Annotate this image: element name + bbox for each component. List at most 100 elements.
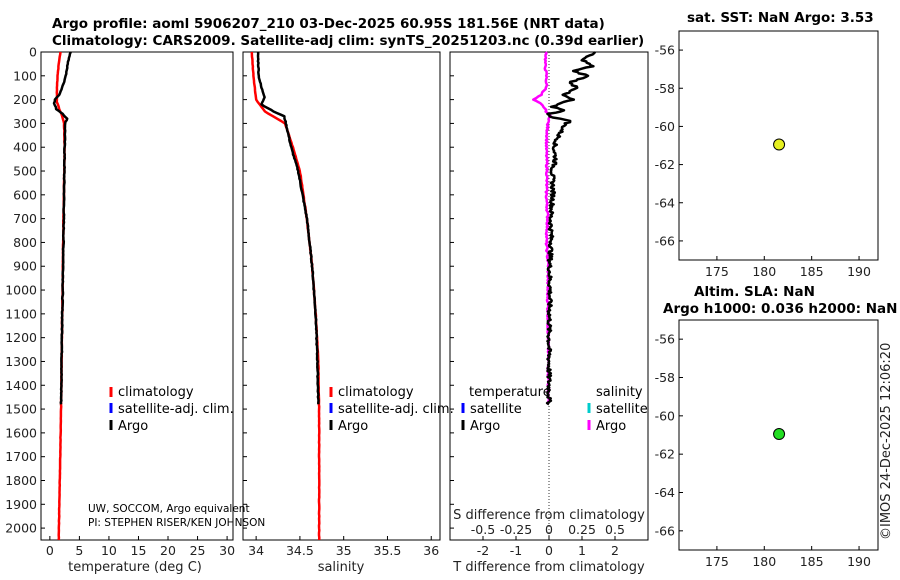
y-tick-label: 1200 xyxy=(5,330,37,345)
title-line-2: Climatology: CARS2009. Satellite-adj cli… xyxy=(52,33,644,49)
axes-frame xyxy=(242,51,441,541)
map-y-tick-label: -64 xyxy=(655,195,675,210)
s-diff-top-label: S difference from climatology xyxy=(453,508,645,523)
map-x-tick-label: 190 xyxy=(847,264,871,279)
x-tick-label: 35 xyxy=(336,543,352,558)
sst-map-title: sat. SST: NaN Argo: 3.53 xyxy=(687,10,874,26)
map-y-tick-label: -62 xyxy=(655,447,675,462)
y-tick-label: 1600 xyxy=(5,425,37,440)
temperature-legend: climatology satellite-adj. clim. Argo xyxy=(109,385,234,434)
axes-frame xyxy=(40,51,234,541)
x-tick-label: 34.5 xyxy=(286,543,314,558)
map-y-tick-label: -66 xyxy=(655,233,675,248)
s-tick-label: 0.5 xyxy=(605,522,625,537)
sla-map-title-2: Argo h1000: 0.036 h2000: NaN xyxy=(663,301,897,317)
series-argo xyxy=(256,51,320,405)
map-y-tick-label: -64 xyxy=(655,485,675,500)
title-line-1: Argo profile: aoml 5906207_210 03-Dec-20… xyxy=(52,16,605,32)
legend-satellite: satellite-adj. clim. xyxy=(338,402,454,417)
s-tick-label: -0.25 xyxy=(500,522,532,537)
x-tick-label: 5 xyxy=(75,543,83,558)
x-tick-label: -2 xyxy=(477,543,489,558)
sst-map-panel: 175 180 185 190 -56 -58 -60 -62 -64 -66 xyxy=(655,30,879,279)
float-position-marker xyxy=(773,138,786,151)
map-y-tick-label: -58 xyxy=(655,81,675,96)
map-frame xyxy=(678,30,879,261)
map-x-tick-label: 175 xyxy=(705,264,729,279)
legend-temperature-header: temperature xyxy=(469,385,551,400)
series-argo xyxy=(52,51,72,405)
credit-line-1: UW, SOCCOM, Argo equivalent xyxy=(88,503,250,515)
map-y-tick-label: -56 xyxy=(655,43,675,58)
sla-map-panel: 175 180 185 190 -56 -58 -60 -62 -64 -66 xyxy=(655,319,879,569)
y-tick-label: 300 xyxy=(13,116,37,131)
salinity-xlabel: salinity xyxy=(318,560,365,575)
legend-t-argo: Argo xyxy=(470,419,500,434)
x-tick-label: 25 xyxy=(190,543,206,558)
y-tick-label: 700 xyxy=(13,211,37,226)
x-tick-label: 2 xyxy=(611,543,619,558)
sla-map-title-1: Altim. SLA: NaN xyxy=(694,284,815,300)
salinity-panel: 34 34.5 35 35.5 36 xyxy=(242,51,441,558)
x-tick-label: 30 xyxy=(219,543,235,558)
map-y-tick-label: -58 xyxy=(655,370,675,385)
map-y-tick-label: -62 xyxy=(655,157,675,172)
s-tick-label: 0 xyxy=(545,522,553,537)
s-tick-label: -0.5 xyxy=(471,522,495,537)
y-tick-label: 1500 xyxy=(5,402,37,417)
legend-climatology: climatology xyxy=(118,385,194,400)
y-tick-label: 600 xyxy=(13,187,37,202)
legend-t-satellite: satellite xyxy=(470,402,522,417)
legend-s-argo: Argo xyxy=(596,419,626,434)
y-tick-label: 400 xyxy=(13,140,37,155)
x-tick-label: 0 xyxy=(46,543,54,558)
map-y-tick-label: -60 xyxy=(655,408,675,423)
map-x-tick-label: 180 xyxy=(752,264,776,279)
y-tick-label: 900 xyxy=(13,259,37,274)
y-tick-label: 1100 xyxy=(5,306,37,321)
temperature-panel: 0100200300400500600700800900100011001200… xyxy=(5,45,235,559)
credit-line-2: PI: STEPHEN RISER/KEN JOHNSON xyxy=(88,517,265,529)
legend-climatology: climatology xyxy=(338,385,414,400)
legend-argo: Argo xyxy=(118,419,148,434)
x-tick-label: 36 xyxy=(423,543,439,558)
map-x-tick-label: 180 xyxy=(752,554,776,569)
map-y-tick-label: -60 xyxy=(655,119,675,134)
temperature-xlabel: temperature (deg C) xyxy=(68,560,202,575)
difference-legend: temperature satellite Argo salinity sate… xyxy=(461,385,648,434)
x-tick-label: 1 xyxy=(578,543,586,558)
map-y-tick-label: -56 xyxy=(655,332,675,347)
x-tick-label: 20 xyxy=(160,543,176,558)
y-tick-label: 1900 xyxy=(5,497,37,512)
x-tick-label: 35.5 xyxy=(374,543,402,558)
y-tick-label: 1300 xyxy=(5,354,37,369)
x-tick-label: 0 xyxy=(545,543,553,558)
legend-s-satellite: satellite xyxy=(596,402,648,417)
legend-argo: Argo xyxy=(338,419,368,434)
x-tick-label: -1 xyxy=(510,543,522,558)
map-frame xyxy=(678,319,879,551)
series-t-argo xyxy=(545,51,597,406)
float-position-marker xyxy=(773,428,786,441)
x-tick-label: 10 xyxy=(101,543,117,558)
y-tick-label: 2000 xyxy=(5,521,37,536)
s-tick-label: 0.25 xyxy=(568,522,596,537)
map-y-tick-label: -66 xyxy=(655,523,675,538)
y-tick-label: 1700 xyxy=(5,449,37,464)
map-x-tick-label: 190 xyxy=(847,554,871,569)
legend-satellite: satellite-adj. clim. xyxy=(118,402,234,417)
y-tick-label: 0 xyxy=(29,45,37,60)
y-tick-label: 500 xyxy=(13,164,37,179)
x-tick-label: 15 xyxy=(131,543,147,558)
map-x-tick-label: 175 xyxy=(705,554,729,569)
y-tick-label: 100 xyxy=(13,68,37,83)
y-tick-label: 1400 xyxy=(5,378,37,393)
t-diff-xlabel: T difference from climatology xyxy=(452,560,645,575)
y-tick-label: 200 xyxy=(13,92,37,107)
difference-panel: -2 -1 0 1 2 -0.5 -0.25 0 0.25 0.5 xyxy=(449,51,649,558)
legend-salinity-header: salinity xyxy=(596,385,643,400)
watermark: ©IMOS 24-Dec-2025 12:06:20 xyxy=(879,343,894,540)
y-tick-label: 800 xyxy=(13,235,37,250)
y-tick-label: 1800 xyxy=(5,473,37,488)
